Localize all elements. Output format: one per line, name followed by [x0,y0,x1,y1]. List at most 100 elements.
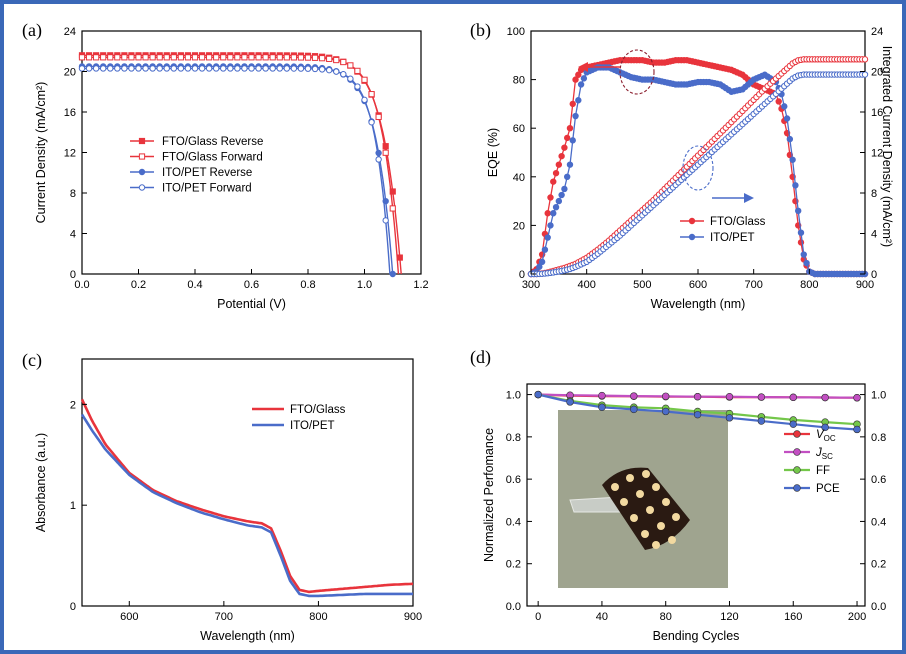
y-tick-label: 0.6 [506,474,521,486]
y-tick-label: 0.4 [506,516,521,528]
data-point-fto-glass-forward [269,54,276,61]
electrode-dot-icon [626,474,634,482]
y2-tick-label: 0.4 [871,516,886,528]
legend-label: PCE [816,483,840,495]
data-point-ito-pet-forward [128,65,135,72]
y-tick-label: 60 [513,123,525,135]
electrode-dot-icon [646,506,654,514]
data-point-ito-pet [569,137,576,144]
electrode-dot-icon [636,490,644,498]
data-point-ito-pet [536,263,543,270]
y-tick-label: 0 [519,269,525,281]
data-point-fto-glass-forward [100,54,107,61]
data-point-j [693,392,702,401]
data-point-pce [757,417,766,425]
x-tick-label: 40 [596,611,608,623]
data-point-ito-pet [572,112,579,120]
annotation-arrowhead-left [578,62,588,72]
data-point-ito-pet-forward [304,65,312,72]
data-point-fto-glass-forward [304,54,312,61]
data-point-ito-pet-forward [283,65,291,72]
legend-label: FTO/Glass Forward [162,152,263,164]
x-tick-label: 120 [720,611,738,623]
data-point-ito-pet [792,182,799,189]
data-point-j [662,392,670,400]
y2-axis-title: Integrated Current Density (mA/cm²) [880,46,894,247]
y2-tick-label: 0.2 [871,559,886,571]
legend-label: ITO/PET Forward [162,183,252,195]
y-axis-title: Current Density (mA/cm²) [34,82,48,224]
data-point-ito-pet-forward [205,65,213,72]
data-point-ito-pet-forward [382,217,389,224]
data-point-fto-glass-forward [114,54,121,61]
data-point-fto-glass-forward [135,54,142,61]
data-point-ito-pet-forward [198,65,206,72]
data-point-ito-pet-forward [78,65,86,72]
plot-frame-d [526,383,866,607]
y-tick-label: 2 [70,399,76,411]
data-point-ito-pet-forward [107,65,114,72]
data-point-ito-pet-forward [220,65,227,72]
data-point-ito-pet [563,173,571,181]
data-point-fto-glass-forward [149,54,156,61]
data-point-fto-glass-forward [78,54,86,61]
data-point-j [853,394,861,402]
data-point-ito-pet-forward [121,65,128,72]
data-point-fto-glass-forward [347,62,354,69]
data-point-fto-glass [561,144,568,151]
y2-tick-label: 4 [871,229,877,241]
legend-marker [138,168,146,176]
data-point-fto-glass-forward [382,149,389,156]
y-tick-label: 20 [513,220,525,232]
legend-marker [793,484,801,492]
data-point-ito-pet-forward [184,65,192,72]
y-tick-label: 1.0 [506,390,521,402]
data-point-ito-pet [547,222,554,229]
data-point-fto-glass-forward [93,54,100,61]
data-point-fto-glass-forward [177,54,184,61]
data-point-ito-pet-forward [262,65,269,72]
data-point-ito-pet [566,161,574,168]
y2-tick-label: 0 [871,269,877,281]
y2-tick-label: 0.6 [871,474,886,486]
data-point-ito-pet [795,207,802,215]
electrode-dot-icon [642,470,650,478]
x-axis-title: Wavelength (nm) [200,629,295,643]
x-tick-label: 1.2 [413,279,428,291]
legend-label: FTO/Glass [710,216,766,228]
data-point-ito-pet-forward [325,66,333,74]
data-point-ito-pet [800,251,807,258]
data-point-ito-pet-forward [92,65,100,72]
data-point-ito-pet-forward [340,71,347,78]
data-point-fto-glass-forward [262,54,269,61]
data-point-fto-glass-forward [85,54,93,61]
data-point-fto-glass-reverse [389,188,396,195]
data-point-ito-pet [789,156,796,163]
data-point-ito-pet-forward [142,65,149,72]
data-point-pce [598,403,606,411]
inset-photo [558,410,728,588]
x-axis-title: Wavelength (nm) [651,297,746,311]
plot-frame-c [81,358,414,607]
series-line-ito-pet [530,66,865,275]
y-tick-label: 100 [507,26,525,38]
data-point-fto-glass-forward [156,54,163,61]
data-point-ito-pet-forward [191,65,199,72]
legend-label: FTO/Glass [290,404,346,416]
data-point-j [757,393,766,401]
data-point-pce [821,423,829,432]
electrode-dot-icon [668,536,676,544]
x-tick-label: 0.4 [187,279,202,291]
data-point-ito-pet [575,97,582,104]
legend-marker [688,217,696,225]
data-point-ito-pet-forward [368,119,375,126]
data-point-ito-pet-forward [347,75,354,82]
data-point-ito-pet [550,210,557,217]
data-point-ito-pet [555,197,563,205]
data-point-ito-pet [786,135,794,143]
y-axis-title: EQE (%) [486,128,500,177]
data-point-ito-pet [803,259,810,267]
series-line-fto-glass-reverse [82,54,402,275]
y2-tick-label: 1.0 [871,390,886,402]
